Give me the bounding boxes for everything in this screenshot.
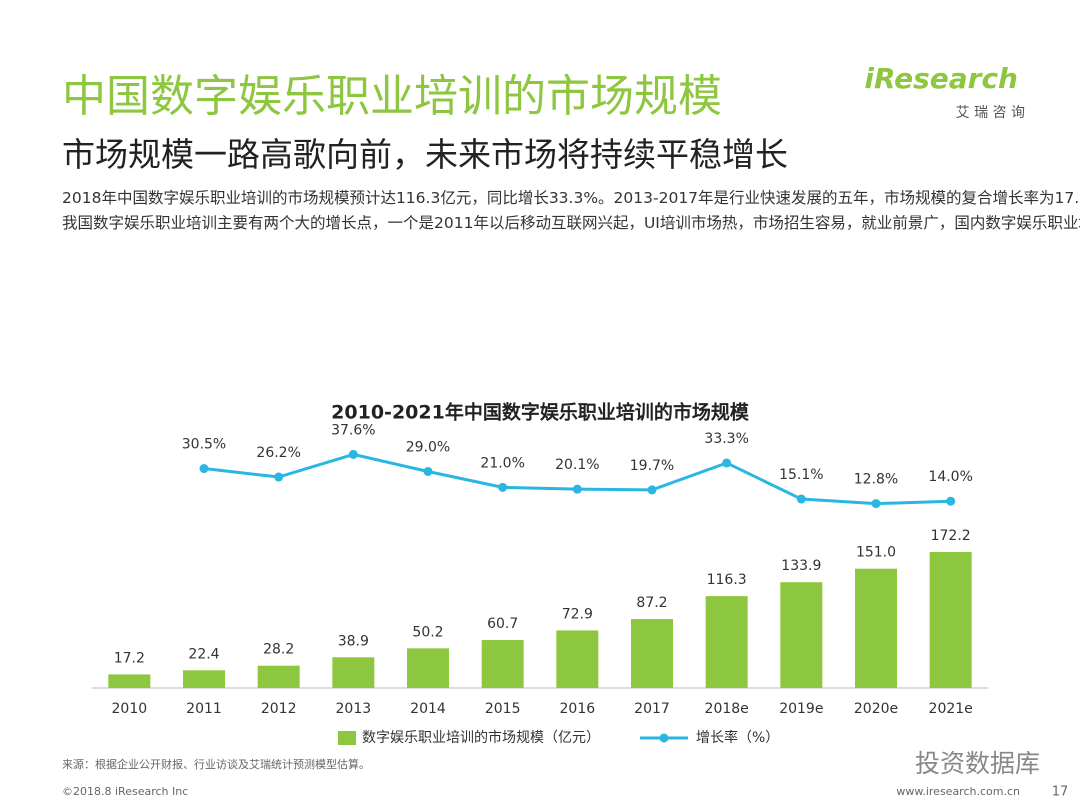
logo: iResearch xyxy=(864,62,1018,95)
line-marker xyxy=(871,499,881,509)
x-tick-label: 2017 xyxy=(634,701,670,717)
legend-swatch xyxy=(659,733,669,743)
x-tick-label: 2015 xyxy=(485,701,521,717)
x-tick-label: 2018e xyxy=(705,701,749,717)
legend-swatch xyxy=(338,731,356,745)
line-marker xyxy=(348,449,358,459)
x-tick-label: 2016 xyxy=(560,701,596,717)
bar xyxy=(108,674,151,688)
data-label: 29.0% xyxy=(406,439,450,455)
bar xyxy=(556,630,599,688)
line-marker xyxy=(946,496,956,506)
line-marker xyxy=(498,482,508,492)
x-tick-label: 2012 xyxy=(261,701,297,717)
line-marker xyxy=(423,466,433,476)
bar xyxy=(705,596,748,688)
data-label: 26.2% xyxy=(256,445,300,461)
data-label: 87.2 xyxy=(636,595,667,611)
watermark: 投资数据库 xyxy=(915,749,1040,778)
data-label: 15.1% xyxy=(779,467,823,483)
slide-title: 中国数字娱乐职业培训的市场规模 xyxy=(62,71,722,122)
data-label: 133.9 xyxy=(781,558,821,574)
bar xyxy=(481,640,524,688)
data-label: 172.2 xyxy=(931,528,971,544)
data-label: 21.0% xyxy=(480,455,524,471)
url: www.iresearch.com.cn xyxy=(896,785,1020,798)
x-tick-label: 2010 xyxy=(112,701,148,717)
line-marker xyxy=(274,472,284,482)
data-label: 17.2 xyxy=(114,650,145,666)
data-label: 22.4 xyxy=(188,646,219,662)
x-tick-label: 2013 xyxy=(336,701,372,717)
line-marker xyxy=(647,485,657,495)
data-label: 116.3 xyxy=(707,572,747,588)
body-text: 2018年中国数字娱乐职业培训的市场规模预计达116.3亿元，同比增长33.3%… xyxy=(62,186,1080,235)
data-label: 60.7 xyxy=(487,616,518,632)
bar xyxy=(183,670,225,688)
data-label: 33.3% xyxy=(704,431,748,447)
paragraph: 2018年中国数字娱乐职业培训的市场规模预计达116.3亿元，同比增长33.3%… xyxy=(62,189,1080,207)
paragraph: 我国数字娱乐职业培训主要有两个大的增长点，一个是2011年以后移动互联网兴起，U… xyxy=(62,213,1080,232)
bar xyxy=(407,648,449,688)
data-label: 20.1% xyxy=(555,457,599,473)
data-label: 72.9 xyxy=(562,606,593,622)
slide-subtitle: 市场规模一路高歌向前，未来市场将持续平稳增长 xyxy=(62,135,788,174)
bar xyxy=(780,582,823,688)
data-label: 38.9 xyxy=(338,633,369,649)
data-label: 28.2 xyxy=(263,642,294,658)
line-marker xyxy=(796,494,806,504)
bar xyxy=(929,551,972,688)
logo-subtitle: 艾 瑞 咨 询 xyxy=(955,105,1025,121)
legend-label: 数字娱乐职业培训的市场规模（亿元） xyxy=(362,729,600,746)
line-marker xyxy=(722,458,732,468)
line-marker xyxy=(199,464,209,474)
data-label: 151.0 xyxy=(856,545,896,561)
bar xyxy=(631,619,673,688)
data-label: 19.7% xyxy=(630,458,674,474)
x-tick-label: 2014 xyxy=(410,701,446,717)
data-label: 37.6% xyxy=(331,422,375,438)
copyright: ©2018.8 iResearch Inc xyxy=(62,785,188,798)
x-tick-label: 2021e xyxy=(929,701,973,717)
data-label: 12.8% xyxy=(854,472,898,488)
data-label: 30.5% xyxy=(182,437,226,453)
bar xyxy=(257,665,300,688)
bar xyxy=(332,657,375,688)
x-tick-label: 2019e xyxy=(779,701,823,717)
chart-title: 2010-2021年中国数字娱乐职业培训的市场规模 xyxy=(331,401,750,424)
source: 来源：根据企业公开财报、行业访谈及艾瑞统计预测模型估算。 xyxy=(62,757,370,771)
x-tick-label: 2020e xyxy=(854,701,898,717)
line-marker xyxy=(572,484,582,494)
legend-label: 增长率（%） xyxy=(696,729,779,746)
page-number: 17 xyxy=(1052,785,1069,800)
x-tick-label: 2011 xyxy=(186,701,222,717)
data-label: 50.2 xyxy=(412,624,443,640)
bar xyxy=(855,568,897,688)
data-label: 14.0% xyxy=(928,469,972,485)
